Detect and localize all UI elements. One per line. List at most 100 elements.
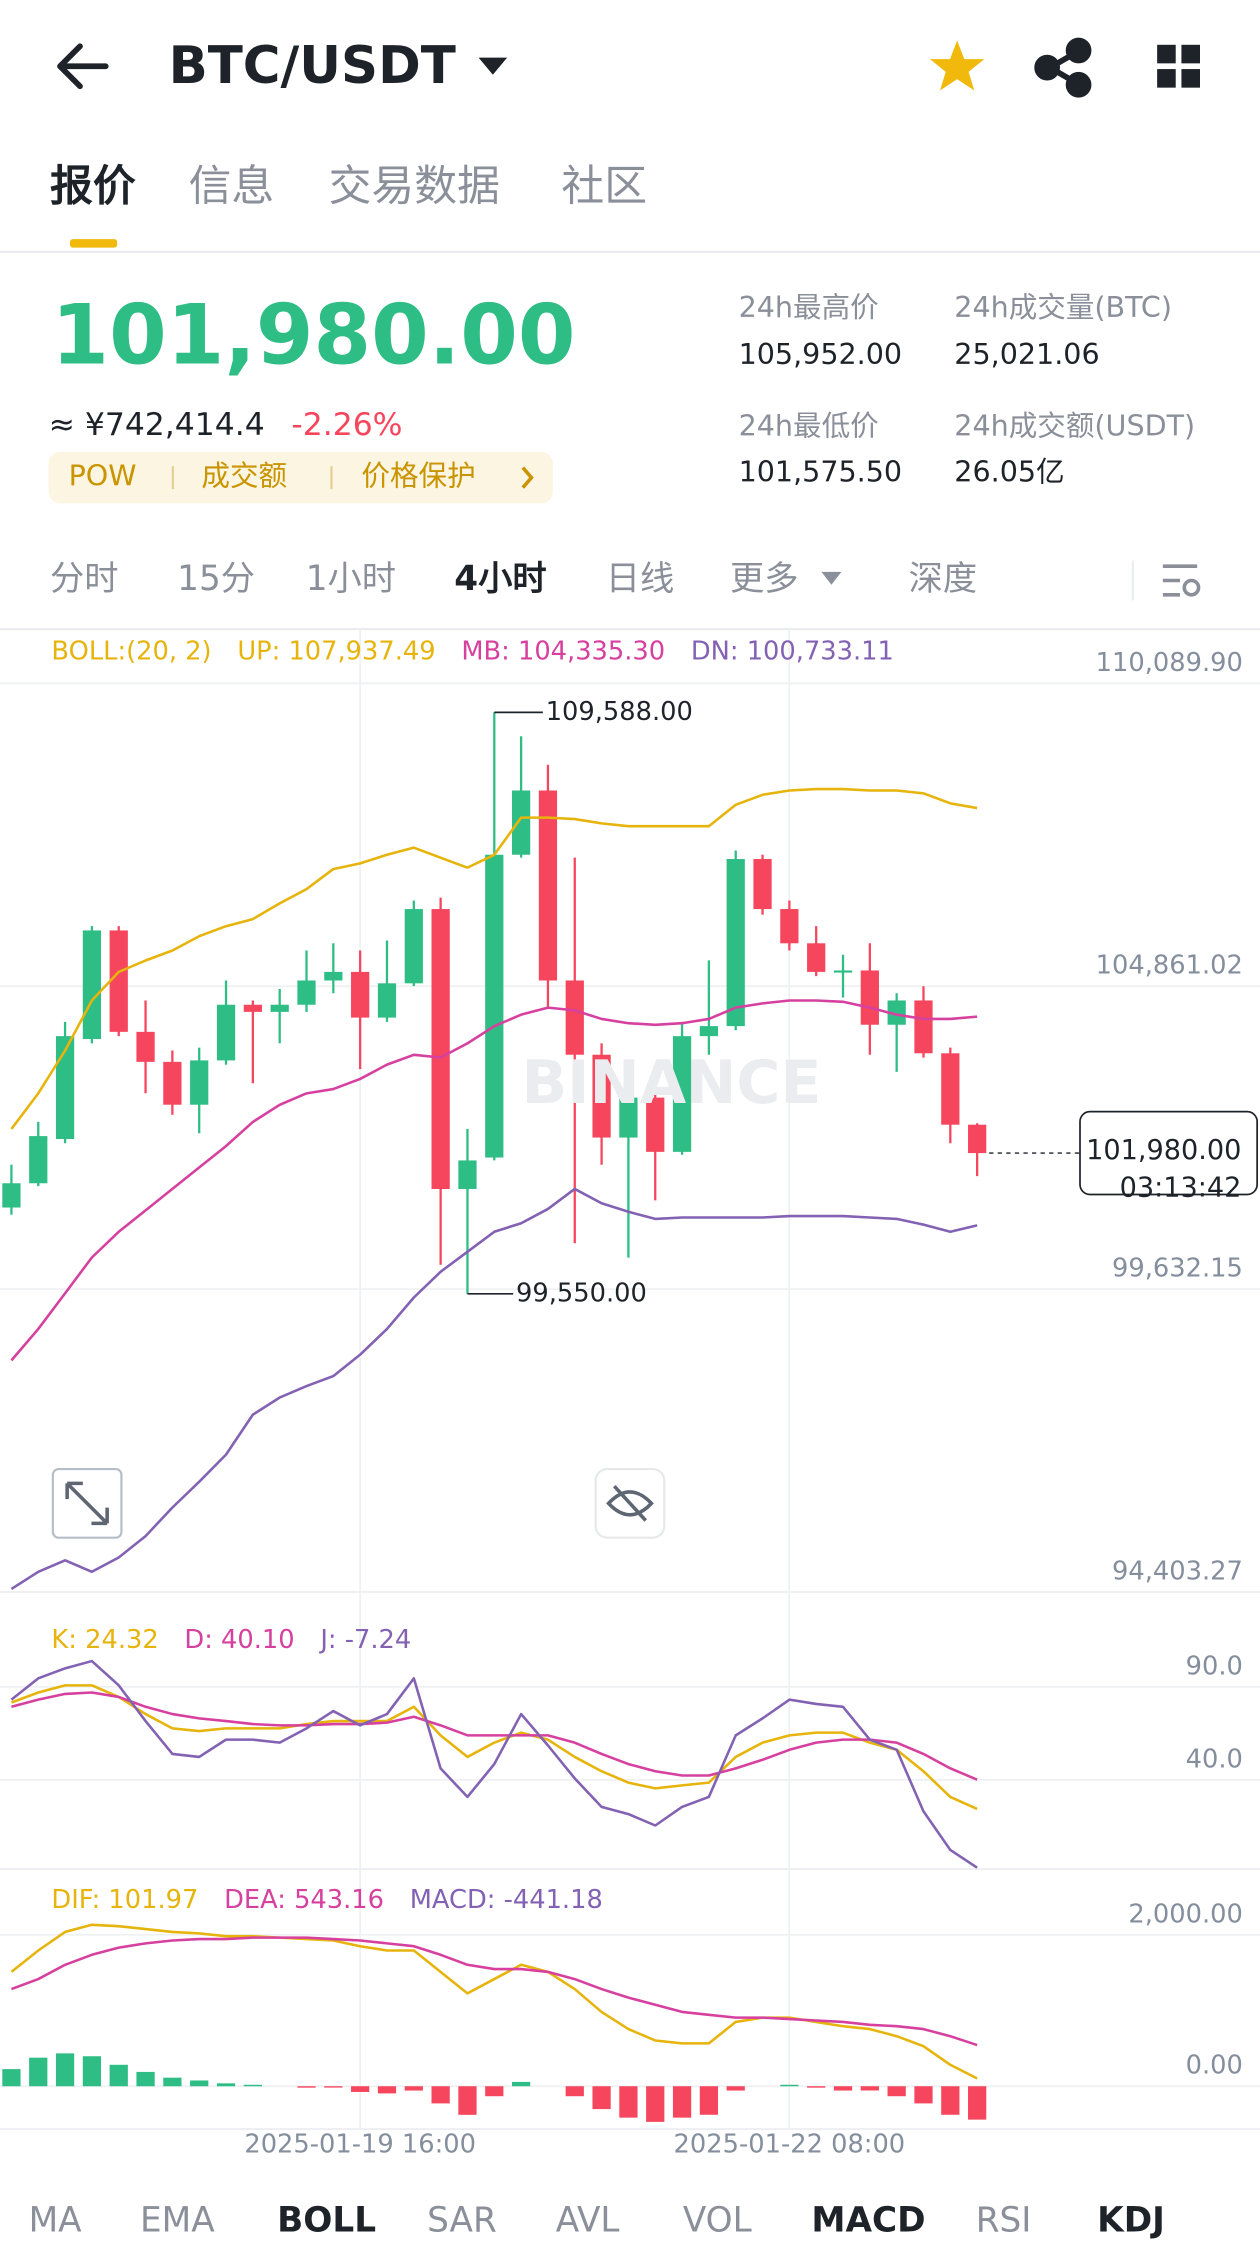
candle-body [109, 930, 128, 1032]
candle-body [699, 1026, 719, 1037]
interval[interactable]: 日线 [606, 559, 675, 599]
candle-body [190, 1060, 209, 1105]
y-tick-label: 110,089.90 [1096, 648, 1243, 678]
tag[interactable]: 价格保护 [361, 459, 475, 493]
macd-bar [672, 2086, 692, 2118]
price-change: -2.26% [291, 407, 402, 443]
tab[interactable]: 信息 [189, 162, 275, 212]
candle-body [538, 790, 558, 981]
chart-settings[interactable] [1162, 564, 1201, 597]
y-tick-label: 99,632.15 [1112, 1254, 1243, 1284]
tag[interactable]: POW [69, 459, 137, 493]
tag[interactable]: 成交额 [201, 459, 287, 493]
grid-menu[interactable] [1157, 44, 1200, 88]
legend-entry: J: -7.24 [318, 1625, 411, 1655]
indicator[interactable]: MA [29, 2200, 83, 2240]
indicator[interactable]: SAR [427, 2200, 497, 2240]
candle-body [860, 970, 879, 1025]
interval-more[interactable]: 更多 [730, 559, 799, 599]
favorite-star[interactable] [930, 40, 985, 91]
indicator-line [10, 1923, 978, 2080]
interval[interactable]: 深度 [909, 559, 978, 599]
macd-bar [431, 2086, 450, 2104]
last-price: 101,980.00 [51, 286, 575, 383]
candle-body [941, 1053, 960, 1125]
macd-bar [807, 2086, 826, 2088]
min-label: 99,550.00 [516, 1278, 647, 1308]
pair-title[interactable]: BTC/USDT [169, 36, 456, 96]
macd-bar [833, 2086, 853, 2091]
macd-bar [297, 2086, 316, 2088]
candle-body [753, 859, 772, 910]
candle-body [243, 1004, 262, 1012]
interval[interactable]: 分时 [50, 559, 119, 599]
candle-body [270, 1004, 289, 1012]
stat-label: 24h成交量(BTC) [954, 290, 1172, 324]
candle-body [297, 980, 316, 1005]
fullscreen-icon [65, 1481, 109, 1526]
stat-value: 105,952.00 [739, 337, 903, 371]
macd-bar [190, 2080, 209, 2087]
indicator-active[interactable]: MACD [811, 2200, 925, 2240]
tab[interactable]: 社区 [561, 162, 647, 212]
last-price-box [1079, 1110, 1258, 1196]
indicator-active[interactable]: KDJ [1097, 2200, 1165, 2240]
indicator[interactable]: EMA [140, 2200, 215, 2240]
indicator-line [10, 787, 978, 1130]
candle-body [780, 909, 799, 944]
macd-bar [2, 2069, 21, 2087]
indicator-line [10, 1684, 978, 1811]
macd-bar [485, 2086, 504, 2097]
tag-bar [48, 451, 553, 504]
stat-label: 24h最低价 [739, 409, 879, 443]
stat-value: 26.05亿 [954, 454, 1064, 488]
candle-body [646, 1097, 665, 1152]
interval-active[interactable]: 4小时 [454, 559, 546, 599]
stat-value: 25,021.06 [954, 337, 1099, 371]
indicator[interactable]: RSI [976, 2200, 1032, 2240]
candle-body [136, 1031, 155, 1062]
cny-price: ≈ ¥742,414.4 [49, 407, 265, 443]
macd-bar [377, 2086, 397, 2094]
back-button[interactable] [57, 43, 109, 90]
macd-bar [29, 2057, 48, 2087]
macd-bar [458, 2086, 477, 2115]
tag-arrow[interactable] [521, 466, 534, 489]
candle-body [351, 971, 370, 1018]
macd-bar [699, 2086, 719, 2115]
last-price-label: 101,980.00 [1086, 1135, 1241, 1166]
candle-body [914, 1000, 933, 1054]
candle-body [592, 1054, 611, 1138]
indicator-line [10, 999, 978, 1362]
tab-active[interactable]: 报价 [50, 162, 136, 212]
legend-entry: DIF: 101.97 [51, 1885, 198, 1915]
candle-body [163, 1061, 182, 1105]
interval[interactable]: 1小时 [306, 559, 396, 599]
indicator[interactable]: AVL [556, 2200, 620, 2240]
tab[interactable]: 交易数据 [329, 162, 500, 212]
macd-bar [887, 2086, 906, 2097]
share-button[interactable] [1034, 37, 1092, 98]
candle-body [887, 1000, 906, 1025]
indicator[interactable]: VOL [683, 2200, 752, 2240]
pair-dropdown[interactable] [478, 57, 508, 75]
x-tick-label: 2025-01-19 16:00 [244, 2129, 476, 2159]
more-dropdown[interactable] [821, 571, 842, 585]
max-label: 109,588.00 [546, 697, 693, 727]
countdown-label: 03:13:42 [1120, 1172, 1242, 1203]
y-tick-label: 90.0 [1186, 1651, 1243, 1681]
indicator-line [10, 1187, 978, 1591]
interval[interactable]: 15分 [177, 559, 255, 599]
macd-bar [324, 2086, 343, 2088]
macd-bar [646, 2086, 665, 2122]
candle-body [619, 1097, 638, 1138]
macd-bar [163, 2077, 182, 2087]
legend-entry: UP: 107,937.49 [237, 636, 435, 666]
macd-bar [351, 2086, 370, 2092]
legend-entry: MB: 104,335.30 [461, 636, 665, 666]
macd-bar [780, 2084, 799, 2087]
y-tick-label: 94,403.27 [1112, 1556, 1243, 1586]
indicator-active[interactable]: BOLL [277, 2200, 376, 2240]
